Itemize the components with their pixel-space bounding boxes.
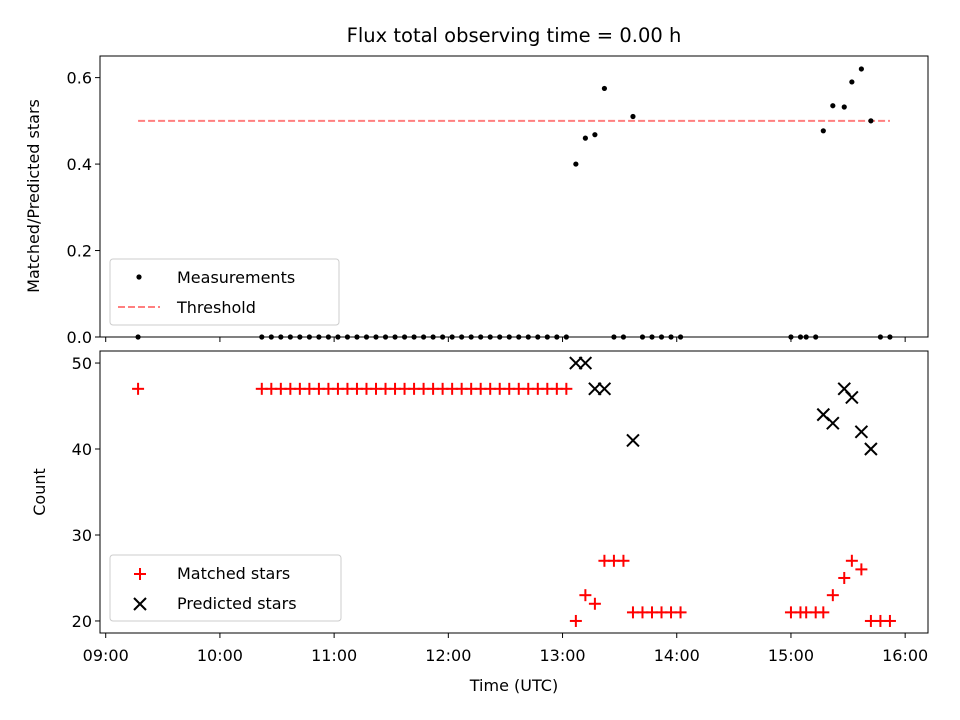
legend-measurements-label: Measurements bbox=[177, 268, 295, 287]
predicted-star-point bbox=[854, 425, 869, 439]
measurement-point bbox=[592, 132, 598, 138]
measurement-point bbox=[582, 135, 588, 141]
predicted-star-point bbox=[578, 356, 593, 370]
bottom-plot-area bbox=[132, 356, 896, 627]
x-tick-label: 12:00 bbox=[425, 646, 471, 665]
matched-star-point bbox=[883, 614, 896, 627]
matched-star-point bbox=[817, 606, 830, 619]
top-y-tick-label: 0.0 bbox=[67, 328, 92, 347]
x-tick-label: 13:00 bbox=[539, 646, 585, 665]
matched-star-point bbox=[674, 606, 687, 619]
predicted-star-point bbox=[588, 382, 602, 396]
predicted-star-point bbox=[864, 442, 878, 456]
predicted-star-point bbox=[569, 356, 583, 370]
bottom-y-tick-label: 40 bbox=[72, 440, 92, 459]
top-y-tick-label: 0.2 bbox=[67, 242, 92, 261]
measurement-point bbox=[830, 103, 836, 109]
bottom-y-tick-label: 20 bbox=[72, 612, 92, 631]
predicted-star-point bbox=[845, 390, 859, 405]
measurement-point bbox=[849, 79, 855, 85]
top-legend: Measurements Threshold bbox=[109, 258, 340, 326]
matched-star-point bbox=[826, 589, 839, 602]
matched-star-point bbox=[132, 382, 145, 395]
x-tick-label: 09:00 bbox=[83, 646, 129, 665]
bottom-x-ticks: 09:00 10:00 11:00 12:00 13:00 14:00 15:00 16:00 bbox=[83, 633, 928, 665]
legend-measurements-marker bbox=[136, 274, 142, 280]
bottom-axes-frame bbox=[99, 350, 929, 634]
x-axis-label: Time (UTC) bbox=[469, 676, 558, 695]
measurement-point bbox=[841, 104, 847, 110]
predicted-star-point bbox=[626, 433, 640, 448]
x-tick-label: 10:00 bbox=[197, 646, 243, 665]
matched-star-point bbox=[569, 614, 582, 627]
matched-star-point bbox=[617, 554, 630, 567]
legend-matched-marker bbox=[134, 568, 146, 580]
matched-star-point bbox=[588, 597, 601, 610]
bottom-y-axis-label: Count bbox=[30, 468, 49, 516]
matched-star-point bbox=[855, 563, 868, 576]
top-chart-title: Flux total observing time = 0.00 h bbox=[347, 24, 682, 47]
predicted-star-point bbox=[597, 382, 612, 396]
bottom-y-ticks: 20 30 40 50 bbox=[72, 354, 100, 631]
top-axes-frame bbox=[99, 55, 929, 338]
bottom-y-tick-label: 30 bbox=[72, 526, 92, 545]
top-y-ticks: 0.0 0.2 0.4 0.6 bbox=[67, 69, 100, 347]
measurement-point bbox=[820, 128, 826, 134]
predicted-star-point bbox=[826, 416, 840, 430]
legend-threshold-label: Threshold bbox=[176, 298, 256, 317]
measurement-point bbox=[630, 113, 636, 120]
top-y-tick-label: 0.4 bbox=[67, 155, 92, 174]
matched-star-point bbox=[579, 589, 592, 602]
legend-predicted-label: Predicted stars bbox=[177, 594, 297, 613]
matched-star-point bbox=[838, 571, 851, 584]
x-tick-label: 15:00 bbox=[768, 646, 814, 665]
measurement-point bbox=[858, 66, 864, 72]
top-y-axis-label: Matched/Predicted stars bbox=[24, 99, 43, 293]
x-tick-label: 14:00 bbox=[654, 646, 700, 665]
matched-star-point bbox=[845, 554, 858, 567]
top-y-tick-label: 0.6 bbox=[67, 69, 92, 88]
measurement-point bbox=[573, 161, 579, 167]
legend-matched-label: Matched stars bbox=[177, 564, 290, 583]
measurement-point bbox=[868, 118, 874, 124]
matched-star-point bbox=[560, 382, 573, 395]
x-tick-label: 16:00 bbox=[882, 646, 928, 665]
legend-predicted-marker bbox=[133, 597, 147, 611]
measurement-point bbox=[601, 85, 608, 92]
bottom-legend-box bbox=[109, 554, 342, 622]
x-tick-label: 11:00 bbox=[311, 646, 357, 665]
top-legend-box bbox=[109, 258, 340, 326]
bottom-legend: Matched stars Predicted stars bbox=[109, 554, 342, 622]
bottom-y-tick-label: 50 bbox=[72, 354, 92, 373]
